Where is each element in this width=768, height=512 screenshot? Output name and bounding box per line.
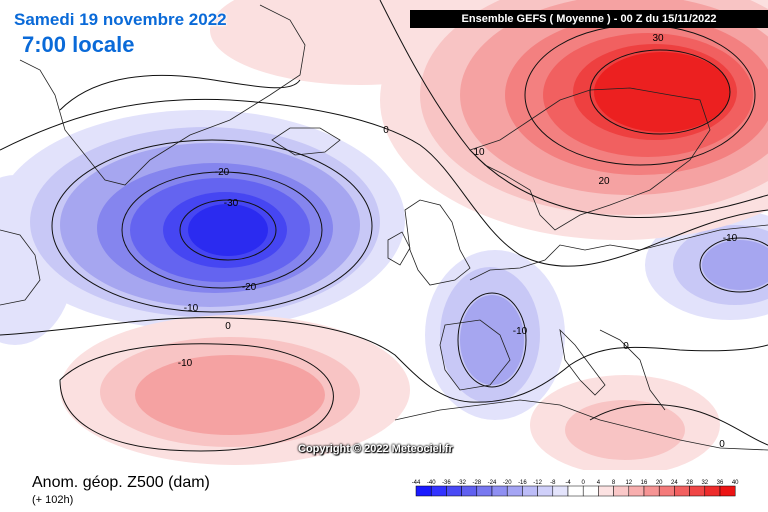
anomaly-map: -30 -20 -20 -10 -10 -10 -10 0 0 0 0 10 2… [0,0,768,470]
scale-tick-label: 8 [612,480,616,486]
labrador [0,229,41,306]
scale-tick-label: -20 [503,480,512,486]
balkans [599,329,666,411]
scale-swatch [613,485,630,497]
contour-label: -30 [224,198,239,209]
contour-pos10 [379,0,768,218]
contour-label: -10 [178,358,193,369]
contour-label: -20 [215,167,230,178]
scale-tick-label: -24 [488,480,497,486]
scale-tick-label: -40 [427,480,436,486]
scale-tick-label: 32 [701,480,708,486]
scale-swatch [567,485,584,497]
contour-pos0-arctic [59,74,301,111]
contour-label: 30 [652,33,664,44]
anomaly-fill-pos30 [594,52,730,132]
anomaly-fill-neg30 [188,204,268,256]
scale-swatch [674,485,690,497]
scale-swatch [658,485,675,497]
scale-tick-label: 20 [656,480,663,486]
contour-lines [0,0,768,452]
north-africa [394,399,768,451]
scale-tick-label: 40 [732,480,739,486]
scale-tick-label: 0 [582,480,586,486]
scale-swatch [491,485,508,497]
ireland [387,231,411,266]
scale-swatch [719,485,736,497]
scale-swatch [643,485,660,497]
scale-tick-label: 12 [625,480,632,486]
contour-label: 10 [473,147,485,158]
europe-coast [469,224,768,281]
scale-tick-label: -44 [412,480,421,486]
scale-swatch [415,485,432,497]
contour-neg10-east [699,237,768,293]
scale-tick-label: -8 [550,480,556,486]
italy [559,328,606,396]
scale-tick-label: -36 [442,480,451,486]
scale-swatch [522,485,538,497]
contour-zero-med [589,404,768,446]
color-scale: -44 -40 -36 -32 -28 -24 -20 -16 -12 -8 -4 0 4 8 12 16 20… [412,480,739,497]
scale-swatch [598,485,614,497]
scale-swatch [476,485,493,497]
contour-label: 0 [383,125,389,136]
scale-tick-label: -12 [533,480,542,486]
scale-swatch [506,485,523,497]
coastlines [0,4,768,451]
scale-tick-label: -28 [472,480,481,486]
contour-neg20 [121,171,323,289]
field-title: Anom. géop. Z500 (dam) [32,474,210,491]
contour-label: 0 [623,341,629,352]
scale-swatch [704,485,721,497]
scandinavia [469,87,711,231]
contour-pos10-azores [59,343,334,452]
scale-tick-label: 36 [717,480,724,486]
iberia [439,319,511,391]
scale-swatch [582,485,599,497]
anomaly-fill-azores-10 [135,355,325,435]
forecast-date: Samedi 19 novembre 2022 [14,10,227,29]
scale-swatch [537,485,554,497]
scale-swatch [461,485,478,497]
scale-tick-label: 16 [641,480,648,486]
scale-tick-label: 28 [686,480,693,486]
contour-label: 0 [719,439,725,450]
contour-neg10-trough [457,292,527,388]
contour-label: -10 [513,326,528,337]
scale-tick-label: -4 [565,480,571,486]
contour-neg30 [179,199,277,261]
scale-swatch [689,485,706,497]
contour-neg10 [51,139,373,313]
model-run-banner: Ensemble GEFS ( Moyenne ) - 00 Z du 15/1… [410,10,768,28]
scale-tick-label: -16 [518,480,527,486]
contour-label: -20 [242,282,257,293]
contour-label: 20 [598,176,610,187]
british-isles [404,199,471,286]
forecast-time: 7:00 locale [22,32,135,57]
scale-tick-label: 4 [597,480,601,486]
scale-tick-label: 24 [671,480,678,486]
anomaly-fill-trough-10 [460,295,524,385]
anomaly-fill-east-10 [702,240,768,290]
greenland-coast [19,4,306,186]
contour-label: 0 [225,321,231,332]
contour-zero-south [0,317,768,403]
copyright-text: Copyright © 2022 Meteociel.fr [298,443,453,455]
scale-swatch [552,485,569,497]
anomaly-fill-med-5 [565,400,685,460]
contour-zero-north [0,98,768,267]
iceland-coast [271,127,341,156]
contour-pos30 [589,49,731,135]
scale-swatch [430,485,447,497]
lead-time: (+ 102h) [32,494,74,506]
scale-swatch [446,485,462,497]
scale-swatch [628,485,645,497]
scale-tick-label: -32 [457,480,466,486]
contour-label: -10 [184,303,199,314]
contour-label: -10 [723,233,738,244]
